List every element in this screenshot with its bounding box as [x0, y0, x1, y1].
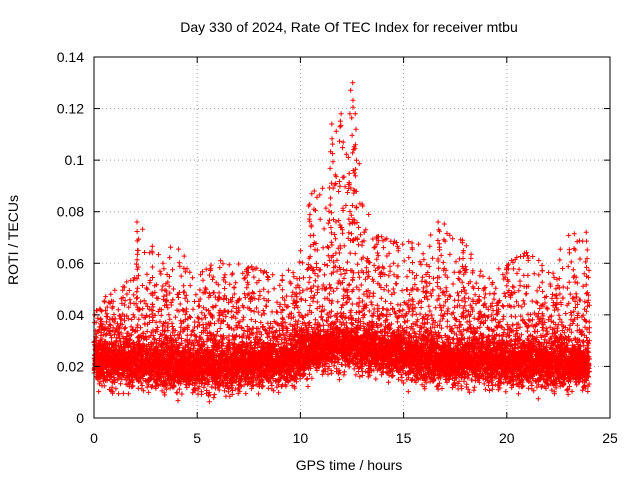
y-tick-label: 0.12	[57, 101, 84, 117]
x-tick-label: 15	[396, 430, 412, 446]
y-tick-label: 0.06	[57, 255, 84, 271]
x-tick-label: 5	[193, 430, 201, 446]
x-axis-label: GPS time / hours	[296, 457, 403, 473]
y-tick-label: 0.1	[65, 152, 85, 168]
roti-scatter-points	[91, 80, 592, 405]
y-axis-label: ROTI / TECUs	[5, 195, 21, 285]
data-points	[91, 80, 592, 405]
axis-ticks: 0 5 10 15 20 25 0 0.02 0.04 0.06 0.08 0.1 0.12 0.14	[57, 49, 618, 446]
y-tick-label: 0	[76, 410, 84, 426]
y-tick-label: 0.04	[57, 307, 84, 323]
y-tick-label: 0.02	[57, 358, 84, 374]
x-tick-label: 10	[293, 430, 309, 446]
chart-title: Day 330 of 2024, Rate Of TEC Index for r…	[180, 19, 517, 35]
x-tick-label: 25	[602, 430, 618, 446]
x-tick-label: 0	[90, 430, 98, 446]
plot-border	[93, 56, 611, 419]
y-tick-label: 0.14	[57, 49, 84, 65]
x-tick-label: 20	[499, 430, 515, 446]
y-tick-label: 0.08	[57, 204, 84, 220]
